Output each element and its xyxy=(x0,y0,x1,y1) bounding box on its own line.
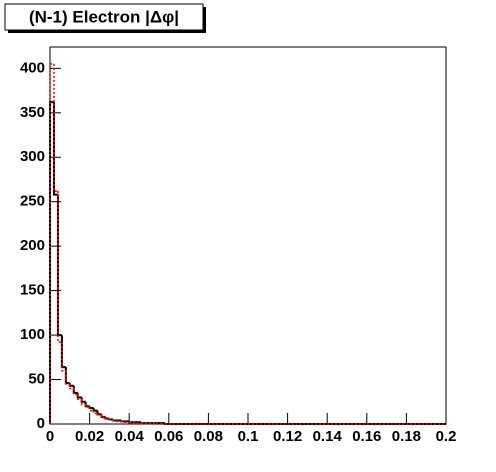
plot-frame xyxy=(49,46,447,425)
histogram-bin xyxy=(76,392,82,399)
histogram-bin xyxy=(88,407,94,412)
histogram-bin xyxy=(104,417,110,420)
histogram-bin xyxy=(84,404,90,408)
histogram-bin xyxy=(92,410,98,415)
histogram-bin xyxy=(136,422,142,424)
x-tick-label: 0.08 xyxy=(194,428,223,445)
histogram-bin xyxy=(96,413,102,416)
histogram-bin xyxy=(53,63,58,192)
histogram-bin xyxy=(72,388,78,396)
histogram-bin xyxy=(65,370,70,385)
x-tick-label: 0.14 xyxy=(313,428,343,445)
y-tick-label: 250 xyxy=(20,193,45,210)
histogram-bin xyxy=(57,191,62,343)
x-tick-label: 0.16 xyxy=(352,428,381,445)
histogram-bin xyxy=(49,63,54,424)
x-tick-label: 0.02 xyxy=(75,428,104,445)
histogram-bin xyxy=(76,394,82,400)
histogram-bin xyxy=(100,415,106,419)
y-tick-label: 100 xyxy=(20,326,45,343)
title-box xyxy=(4,3,204,31)
x-tick-label: 0.04 xyxy=(115,428,145,445)
histogram-bin xyxy=(61,342,66,372)
x-tick-label: 0.18 xyxy=(392,428,421,445)
histogram-bin xyxy=(92,407,98,412)
y-tick-label: 150 xyxy=(20,282,45,299)
x-tick-label: 0.12 xyxy=(273,428,302,445)
histogram-bin xyxy=(69,383,74,390)
y-tick-label: 50 xyxy=(28,371,45,388)
histogram-bin xyxy=(124,421,130,424)
histogram-bin xyxy=(108,418,114,421)
y-tick-label: 300 xyxy=(20,148,45,165)
x-tick-label: 0.06 xyxy=(154,428,183,445)
y-tick-label: 0 xyxy=(37,415,45,432)
chart-title: (N-1) Electron |Δφ| xyxy=(29,7,179,26)
x-tick-label: 0.2 xyxy=(436,428,457,445)
histogram-bin xyxy=(156,423,161,425)
x-tick-label: 0 xyxy=(46,428,54,445)
y-tick-label: 200 xyxy=(20,237,45,254)
y-tick-label: 400 xyxy=(20,59,45,76)
x-tick-label: 0.1 xyxy=(238,428,259,445)
histogram-bin xyxy=(80,399,86,406)
y-tick-label: 350 xyxy=(20,104,45,121)
histogram-bin xyxy=(116,420,122,423)
histogram-bin xyxy=(112,419,118,422)
